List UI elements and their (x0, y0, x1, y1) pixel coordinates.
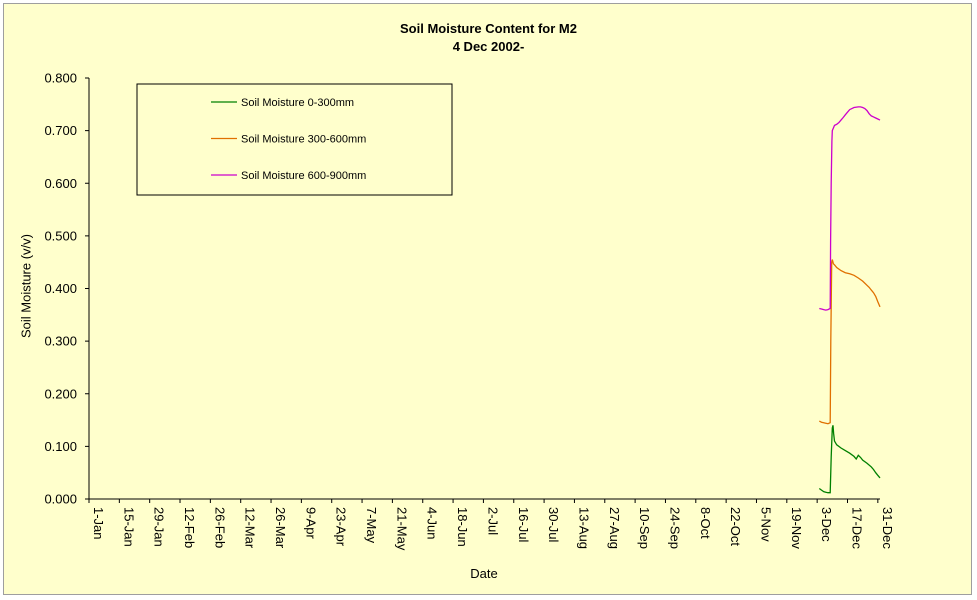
x-tick-label: 31-Dec (880, 507, 895, 549)
x-tick-label: 18-Jun (455, 507, 470, 547)
x-tick-label: 3-Dec (819, 507, 834, 542)
x-tick-label: 12-Feb (182, 507, 197, 548)
x-tick-label: 17-Dec (849, 507, 864, 549)
x-tick-label: 19-Nov (789, 507, 804, 549)
x-tick-label: 1-Jan (91, 507, 106, 540)
series-line (819, 106, 881, 311)
chart-title: Soil Moisture Content for M2 (400, 21, 577, 36)
legend-label: Soil Moisture 0-300mm (241, 97, 354, 109)
x-tick-label: 21-May (394, 507, 409, 551)
x-tick-label: 4-Jun (425, 507, 440, 540)
x-tick-label: 2-Jul (485, 507, 500, 535)
y-tick-label: 0.400 (44, 281, 77, 296)
x-tick-label: 27-Aug (607, 507, 622, 549)
x-tick-label: 30-Jul (546, 507, 561, 543)
y-tick-label: 0.200 (44, 386, 77, 401)
y-tick-label: 0.600 (44, 176, 77, 191)
x-tick-label: 5-Nov (758, 507, 773, 542)
series-line (818, 425, 881, 494)
series-line (819, 259, 881, 425)
x-tick-label: 9-Apr (303, 507, 318, 539)
legend-label: Soil Moisture 600-900mm (241, 170, 366, 182)
y-tick-label: 0.500 (44, 228, 77, 243)
x-tick-label: 29-Jan (152, 507, 167, 547)
x-tick-label: 15-Jan (121, 507, 136, 547)
x-tick-label: 10-Sep (637, 507, 652, 549)
x-axis-label: Date (470, 566, 498, 581)
y-tick-label: 0.700 (44, 123, 77, 138)
y-tick-label: 0.800 (44, 71, 77, 86)
y-tick-label: 0.100 (44, 439, 77, 454)
chart-area (3, 3, 972, 595)
x-tick-label: 23-Apr (334, 507, 349, 547)
legend-label: Soil Moisture 300-600mm (241, 134, 366, 146)
legend-box (136, 83, 453, 196)
x-tick-label: 26-Mar (273, 507, 288, 549)
x-tick-label: 26-Feb (212, 507, 227, 548)
chart-subtitle: 4 Dec 2002- (452, 39, 525, 54)
x-tick-label: 24-Sep (667, 507, 682, 549)
x-tick-label: 22-Oct (728, 507, 743, 546)
x-tick-label: 13-Aug (576, 507, 591, 549)
x-tick-label: 16-Jul (516, 507, 531, 543)
y-tick-label: 0.000 (44, 492, 77, 507)
x-tick-label: 12-Mar (243, 507, 258, 549)
x-tick-label: 8-Oct (698, 507, 713, 539)
y-tick-label: 0.300 (44, 334, 77, 349)
x-tick-label: 7-May (364, 507, 379, 544)
